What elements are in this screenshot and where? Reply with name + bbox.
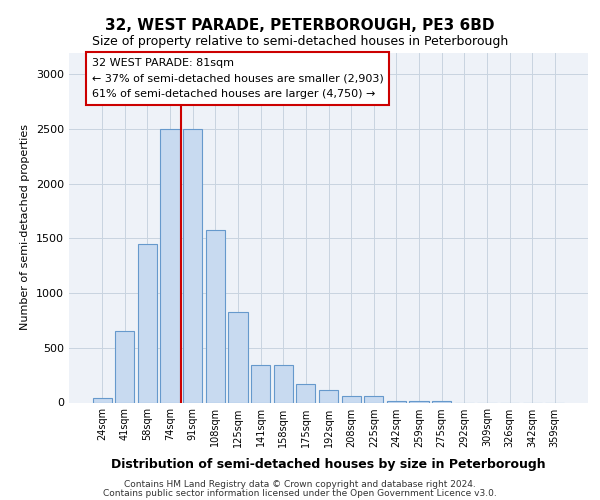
Bar	[229, 312, 248, 402]
X-axis label: Distribution of semi-detached houses by size in Peterborough: Distribution of semi-detached houses by …	[111, 458, 546, 471]
Text: 32 WEST PARADE: 81sqm
← 37% of semi-detached houses are smaller (2,903)
61% of s: 32 WEST PARADE: 81sqm ← 37% of semi-deta…	[92, 58, 384, 99]
Bar	[115, 332, 134, 402]
Bar	[319, 390, 338, 402]
Bar	[183, 129, 202, 402]
Bar	[274, 366, 293, 403]
Text: Contains public sector information licensed under the Open Government Licence v3: Contains public sector information licen…	[103, 488, 497, 498]
Bar	[206, 230, 225, 402]
Bar	[296, 384, 316, 402]
Bar	[341, 396, 361, 402]
Text: Contains HM Land Registry data © Crown copyright and database right 2024.: Contains HM Land Registry data © Crown c…	[124, 480, 476, 489]
Bar	[364, 396, 383, 402]
Bar	[251, 366, 270, 403]
Bar	[92, 398, 112, 402]
Text: Size of property relative to semi-detached houses in Peterborough: Size of property relative to semi-detach…	[92, 35, 508, 48]
Bar	[160, 129, 180, 402]
Y-axis label: Number of semi-detached properties: Number of semi-detached properties	[20, 124, 31, 330]
Bar	[138, 244, 157, 402]
Text: 32, WEST PARADE, PETERBOROUGH, PE3 6BD: 32, WEST PARADE, PETERBOROUGH, PE3 6BD	[105, 18, 495, 32]
